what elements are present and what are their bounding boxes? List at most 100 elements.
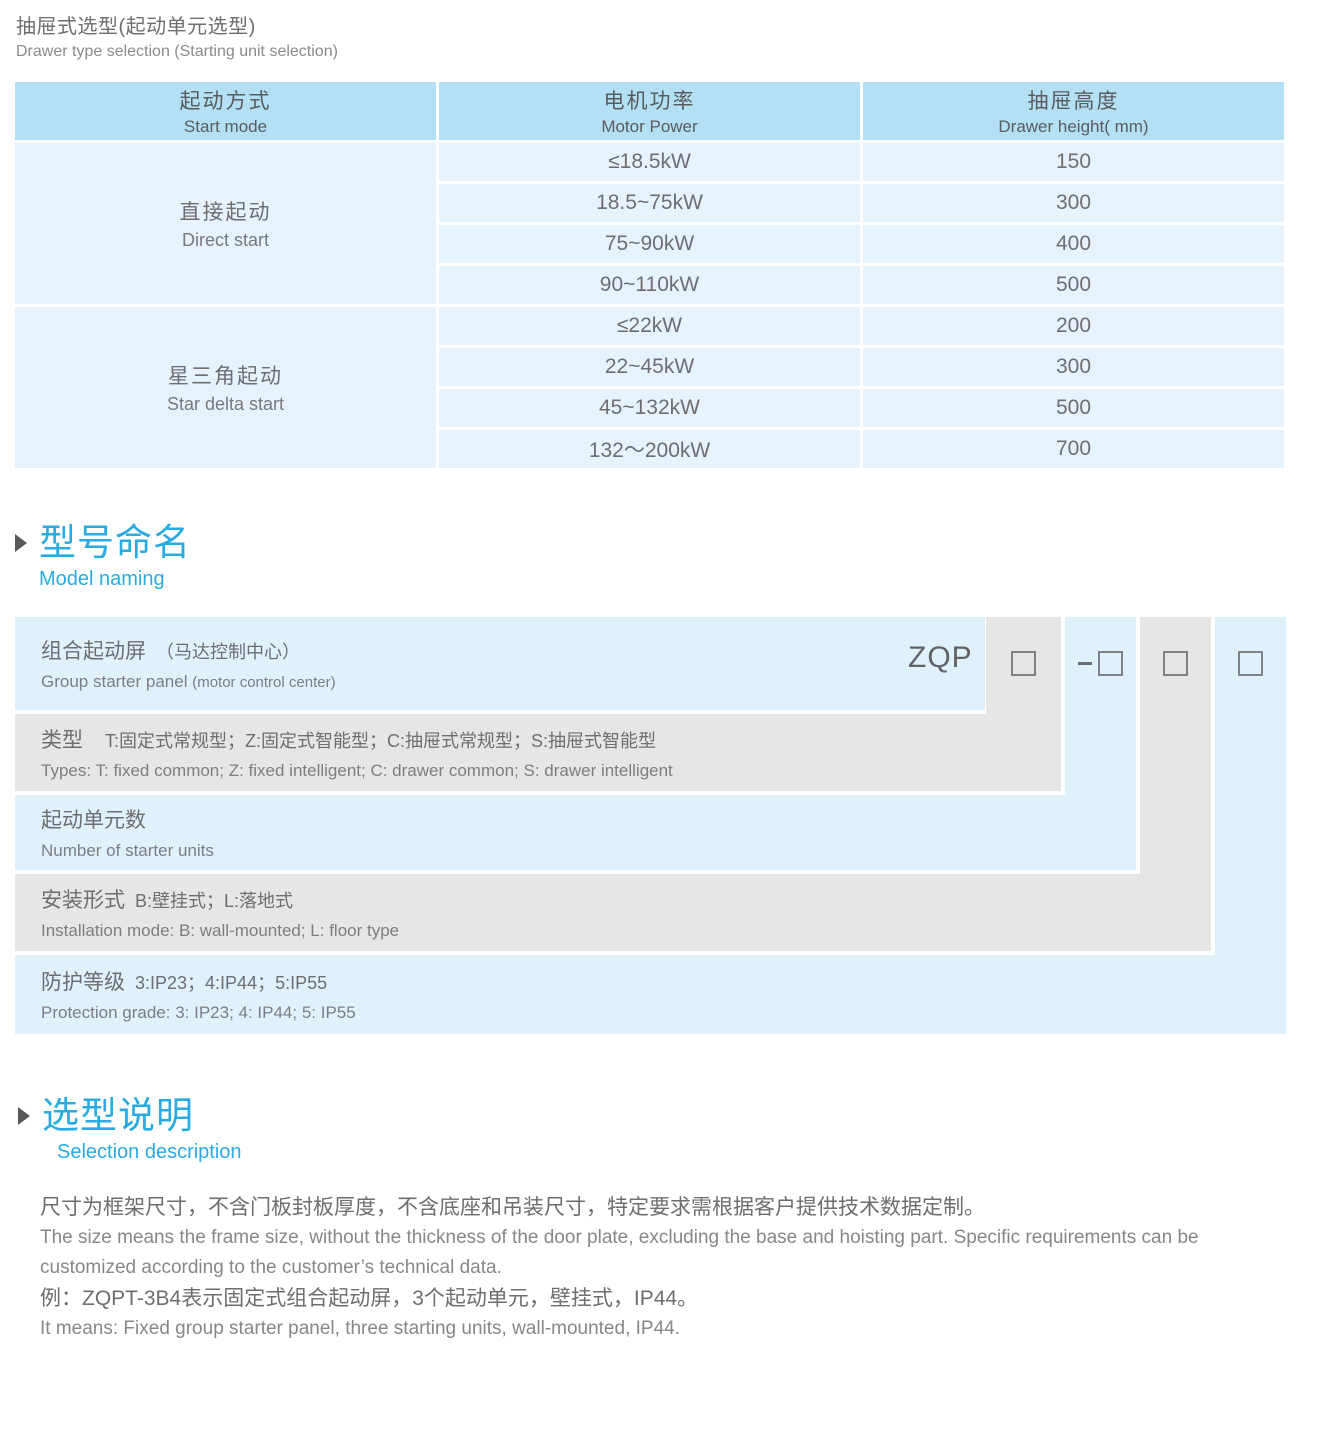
power-value: 22~45kW	[604, 355, 695, 378]
height-value: 700	[1055, 437, 1092, 460]
table-cell-height: 300	[863, 348, 1284, 386]
drawer-selection-table: 起动方式 Start mode 电机功率 Motor Power 抽屉高度 Dr…	[15, 82, 1284, 468]
code-box-icon	[1098, 650, 1123, 676]
table-cell-height: 400	[863, 225, 1284, 263]
naming-row-en: Protection grade: 3: IP23; 4: IP44; 5: I…	[41, 1003, 1286, 1023]
naming-row-cn: 起动单元数	[41, 804, 1136, 834]
mode-cell-direct-start: 直接起动 Direct start	[15, 143, 436, 304]
table-cell-power: 22~45kW	[439, 348, 860, 386]
model-naming-heading: 型号命名 Model naming	[15, 521, 191, 591]
selection-description-title-cn: 选型说明	[42, 1095, 194, 1136]
table-cell-power: 132～200kW	[439, 430, 860, 468]
table-cell-power: 75~90kW	[439, 225, 860, 263]
mode-cell-star-delta: 星三角起动 Star delta start	[15, 307, 436, 468]
model-naming-title-cn: 型号命名	[39, 522, 191, 563]
power-value: 75~90kW	[604, 232, 695, 255]
code-slot-units	[1065, 645, 1136, 681]
naming-label-cn: 类型	[41, 729, 83, 752]
header-drawer-height-cn: 抽屉高度	[1027, 90, 1120, 113]
height-value: 500	[1055, 396, 1092, 419]
power-value: ≤18.5kW	[608, 150, 691, 173]
table-cell-power: 45~132kW	[439, 389, 860, 427]
model-naming-heading-text: 型号命名 Model naming	[39, 521, 191, 591]
table-cell-power: ≤18.5kW	[439, 143, 860, 181]
naming-row-en: Installation mode: B: wall-mounted; L: f…	[41, 921, 1211, 941]
naming-label-cn-sub: B:壁挂式；L:落地式	[135, 891, 294, 911]
table-header-drawer-height: 抽屉高度 Drawer height( mm)	[863, 82, 1284, 140]
naming-label-en: Installation mode: B: wall-mounted; L: f…	[41, 921, 400, 940]
naming-label-en: Group starter panel	[41, 672, 188, 691]
drawer-selection-title-cn: 抽屉式选型(起动单元选型)	[16, 16, 256, 38]
selection-description-heading-text: 选型说明 Selection description	[42, 1094, 242, 1164]
table-cell-height: 200	[863, 307, 1284, 345]
table-header-motor-power: 电机功率 Motor Power	[439, 82, 860, 140]
power-value: 132～200kW	[588, 439, 711, 462]
model-naming-diagram: 组合起动屏 （马达控制中心） Group starter panel (motor…	[15, 617, 1286, 1034]
table-cell-height: 150	[863, 143, 1284, 181]
code-dash-icon	[1078, 661, 1092, 665]
height-value: 500	[1055, 273, 1092, 296]
drawer-selection-title: 抽屉式选型(起动单元选型) Drawer type selection (Sta…	[16, 10, 338, 61]
power-value: ≤22kW	[616, 314, 683, 337]
table-cell-height: 500	[863, 389, 1284, 427]
naming-label-en: Types: T: fixed common; Z: fixed intelli…	[41, 761, 673, 780]
naming-label-en: Number of starter units	[41, 841, 214, 860]
selection-description-body: 尺寸为框架尺寸，不含门板封板厚度，不含底座和吊装尺寸，特定要求需根据客户提供技术…	[40, 1192, 1302, 1344]
table-cell-height: 700	[863, 430, 1284, 468]
naming-row-protection-grade: 防护等级 3:IP23；4:IP44；5:IP55 Protection grad…	[15, 955, 1286, 1034]
drawer-selection-title-en: Drawer type selection (Starting unit sel…	[16, 43, 338, 60]
height-value: 300	[1055, 355, 1092, 378]
power-value: 90~110kW	[599, 273, 700, 296]
naming-row-types: 类型 T:固定式常规型；Z:固定式智能型；C:抽屉式常规型；S:抽屉式智能型 Ty…	[15, 714, 1061, 791]
naming-row-en: Group starter panel (motor control cente…	[41, 672, 985, 692]
naming-label-cn: 组合起动屏	[41, 640, 146, 663]
naming-label-cn: 安装形式	[41, 889, 125, 912]
description-line: It means: Fixed group starter panel, thr…	[40, 1318, 680, 1339]
selection-description-heading: 选型说明 Selection description	[18, 1094, 242, 1164]
naming-row-cn: 类型 T:固定式常规型；Z:固定式智能型；C:抽屉式常规型；S:抽屉式智能型	[41, 724, 1061, 754]
height-value: 150	[1055, 150, 1092, 173]
height-value: 300	[1055, 191, 1092, 214]
naming-row-group-starter-panel: 组合起动屏 （马达控制中心） Group starter panel (motor…	[15, 617, 985, 710]
header-drawer-height-en: Drawer height( mm)	[998, 117, 1149, 136]
mode-direct-start-en: Direct start	[181, 230, 269, 250]
power-value: 45~132kW	[599, 396, 700, 419]
naming-row-cn: 防护等级 3:IP23；4:IP44；5:IP55	[41, 966, 1286, 996]
triangle-bullet-icon	[15, 534, 27, 552]
naming-label-cn: 起动单元数	[41, 809, 146, 832]
code-slot-protection	[1215, 645, 1286, 681]
table-cell-height: 300	[863, 184, 1284, 222]
height-value: 200	[1055, 314, 1092, 337]
code-box-icon	[1163, 650, 1188, 676]
height-value: 400	[1055, 232, 1092, 255]
description-line: 尺寸为框架尺寸，不含门板封板厚度，不含底座和吊装尺寸，特定要求需根据客户提供技术…	[40, 1196, 985, 1219]
header-motor-power-cn: 电机功率	[603, 90, 696, 113]
code-slot-installation	[1140, 645, 1211, 681]
table-header-start-mode: 起动方式 Start mode	[15, 82, 436, 140]
naming-label-cn: 防护等级	[41, 971, 125, 994]
naming-label-cn-sub: （马达控制中心）	[156, 642, 300, 662]
naming-row-en: Types: T: fixed common; Z: fixed intelli…	[41, 761, 1061, 781]
naming-label-en-sub: (motor control center)	[192, 674, 336, 691]
naming-row-cn: 安装形式 B:壁挂式；L:落地式	[41, 884, 1211, 914]
naming-row-installation-mode: 安装形式 B:壁挂式；L:落地式 Installation mode: B: wa…	[15, 874, 1211, 951]
triangle-bullet-icon	[18, 1107, 30, 1125]
naming-row-en: Number of starter units	[41, 841, 1136, 861]
naming-row-starter-units: 起动单元数 Number of starter units	[15, 795, 1136, 870]
table-cell-power: 18.5~75kW	[439, 184, 860, 222]
table-cell-height: 500	[863, 266, 1284, 304]
header-motor-power-en: Motor Power	[601, 117, 698, 136]
table-cell-power: 90~110kW	[439, 266, 860, 304]
code-box-icon	[1011, 650, 1036, 676]
mode-star-delta-cn: 星三角起动	[168, 365, 283, 388]
naming-label-cn-sub: T:固定式常规型；Z:固定式智能型；C:抽屉式常规型；S:抽屉式智能型	[105, 731, 657, 751]
header-start-mode-cn: 起动方式	[179, 90, 272, 113]
mode-direct-start-cn: 直接起动	[179, 201, 272, 224]
power-value: 18.5~75kW	[596, 191, 703, 214]
code-box-icon	[1238, 650, 1263, 676]
mode-star-delta-en: Star delta start	[166, 394, 285, 414]
model-code-prefix: ZQP	[908, 641, 973, 674]
model-naming-title-en: Model naming	[39, 568, 165, 590]
naming-label-en: Protection grade: 3: IP23; 4: IP44; 5: I…	[41, 1003, 356, 1022]
